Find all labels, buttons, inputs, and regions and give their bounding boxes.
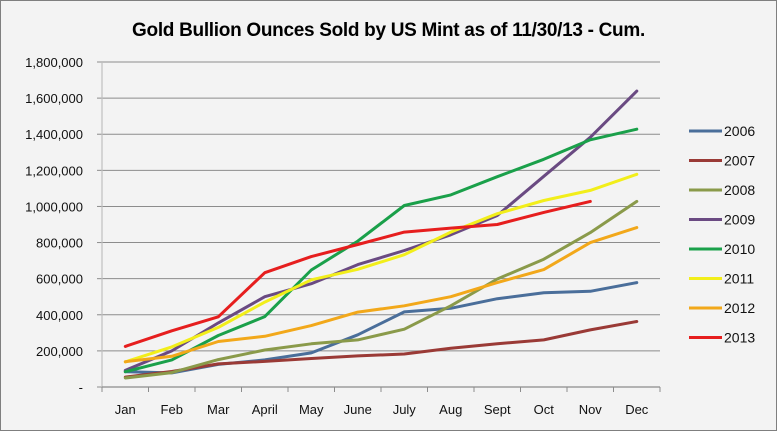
legend-label: 2009 [724, 212, 755, 228]
y-tick-label: 1,000,000 [25, 199, 83, 214]
y-tick-label: 800,000 [36, 236, 83, 251]
series-lines [123, 89, 639, 380]
y-tick-label: 1,200,000 [25, 163, 83, 178]
x-tick-label: April [252, 402, 278, 417]
x-tick-label: May [299, 402, 324, 417]
y-tick-label: 1,800,000 [25, 55, 83, 70]
y-tick-label: 200,000 [36, 344, 83, 359]
x-tick-label: Dec [625, 402, 649, 417]
x-tick-label: June [344, 402, 372, 417]
legend-label: 2012 [724, 300, 755, 316]
y-tick-label: 600,000 [36, 272, 83, 287]
legend-item-2013: 2013 [689, 330, 755, 346]
legend-item-2009: 2009 [689, 212, 755, 228]
x-axis-tick-labels: Jan Feb Mar April May June July Aug Sept Oct Nov De… [115, 402, 649, 417]
y-tick-label: 1,600,000 [25, 91, 83, 106]
series-line-2013 [123, 199, 592, 348]
x-tick-label: Oct [534, 402, 555, 417]
legend-label: 2013 [724, 330, 755, 346]
series-line-2010 [123, 127, 639, 374]
x-tick-label: Mar [207, 402, 230, 417]
legend-item-2010: 2010 [689, 241, 755, 257]
y-tick-label: - [79, 380, 83, 395]
series-line-2012 [123, 226, 639, 364]
series-line-2011 [123, 172, 639, 364]
y-tick-label: 1,400,000 [25, 127, 83, 142]
series-line-2008 [123, 199, 639, 380]
x-tick-label: Sept [484, 402, 511, 417]
axes [97, 61, 661, 392]
gridlines [102, 61, 660, 352]
legend-item-2007: 2007 [689, 153, 755, 169]
series-line-2007 [123, 320, 639, 379]
legend-label: 2011 [724, 271, 754, 287]
legend-item-2012: 2012 [689, 300, 755, 316]
legend-item-2008: 2008 [689, 182, 755, 198]
y-axis-tick-labels: - 200,000 400,000 600,000 800,000 1,000,000 1,… [25, 55, 83, 395]
legend: 2006 2007 2008 2009 2010 2011 2012 2013 [689, 123, 755, 346]
x-tick-label: July [393, 402, 417, 417]
legend-label: 2010 [724, 241, 755, 257]
series-line-2009 [123, 89, 639, 372]
x-tick-label: Feb [161, 402, 183, 417]
series-line-2006 [123, 281, 639, 375]
legend-item-2011: 2011 [689, 271, 754, 287]
y-tick-label: 400,000 [36, 308, 83, 323]
legend-item-2006: 2006 [689, 123, 755, 139]
x-tick-label: Nov [579, 402, 603, 417]
x-tick-label: Jan [115, 402, 136, 417]
legend-label: 2007 [724, 153, 755, 169]
x-tick-label: Aug [439, 402, 462, 417]
legend-label: 2006 [724, 123, 755, 139]
legend-label: 2008 [724, 182, 755, 198]
chart-title: Gold Bullion Ounces Sold by US Mint as o… [132, 20, 645, 41]
